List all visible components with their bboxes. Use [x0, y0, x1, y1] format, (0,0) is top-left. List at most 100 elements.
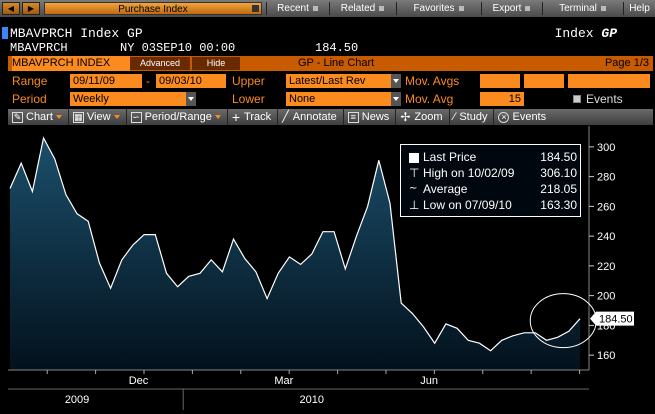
menu-recent[interactable]: Recent — [266, 2, 328, 15]
annotate-button[interactable]: ╱ Annotate — [278, 109, 344, 125]
events-button[interactable]: × Events — [494, 109, 552, 125]
y-tick-label: 260 — [597, 201, 615, 213]
chart-menu-label: Chart — [26, 111, 53, 123]
legend-average-value: 218.05 — [540, 182, 577, 196]
view-menu-button[interactable]: ▦ View — [69, 109, 127, 125]
period-select[interactable]: Weekly — [70, 92, 196, 106]
square-icon — [409, 153, 419, 163]
mov-avg-2-input[interactable] — [524, 74, 564, 88]
legend-average-label: Average — [423, 182, 468, 196]
study-icon: ∕ — [453, 111, 456, 123]
back-arrow-icon[interactable]: ◀ — [2, 2, 20, 15]
zoom-button[interactable]: ✢ Zoom — [396, 109, 450, 125]
x-year-label: 2009 — [65, 394, 89, 406]
last-update-datetime: NY 03SEP10 00:00 — [120, 41, 236, 55]
chevron-down-icon — [312, 5, 318, 11]
mov-avgs-label: Mov. Avgs — [405, 74, 460, 88]
y-tick-label: 200 — [597, 291, 615, 303]
legend-average: ∼ Average 218.05 — [409, 182, 577, 198]
y-tick-label: 240 — [597, 231, 615, 243]
legend-low: ⊥ Low on 07/09/10 163.30 — [409, 198, 577, 214]
events-checkbox[interactable] — [573, 95, 581, 103]
period-label: Period — [12, 92, 47, 106]
y-tick-label: 220 — [597, 261, 615, 273]
menu-favorites[interactable]: Favorites — [396, 2, 480, 15]
chevron-down-icon — [391, 74, 401, 88]
function-code: GP — [601, 26, 617, 41]
x-tick-label: Jun — [420, 375, 438, 387]
index-label: Index — [554, 26, 594, 41]
view-menu-label: View — [86, 111, 111, 123]
security-name: MBAVPRCH INDEX — [12, 56, 130, 71]
study-button[interactable]: ∕ Study — [450, 109, 495, 125]
page-indicator: Page 1/3 — [604, 57, 649, 69]
security-info-row: MBAVPRCH NY 03SEP10 00:00 184.50 — [10, 41, 358, 55]
line-chart[interactable]: 160 180 200 220 240 260 280 300 Dec Mar Jun 2009 201… — [8, 126, 655, 414]
x-tick-label: Dec — [129, 375, 149, 387]
news-icon: ≡ — [347, 111, 359, 123]
lower-select-value: None — [289, 93, 316, 105]
menu-recent-label: Recent — [277, 3, 309, 14]
upper-select-value: Latest/Last Rev — [289, 75, 366, 87]
events-label: Events — [586, 92, 623, 106]
hide-button[interactable]: Hide — [192, 57, 240, 70]
zoom-icon: ✢ — [400, 110, 411, 124]
legend-last-price: Last Price 184.50 — [409, 150, 577, 166]
last-price: 184.50 — [315, 41, 359, 55]
period-select-value: Weekly — [73, 93, 109, 105]
legend-high-value: 306.10 — [540, 166, 577, 180]
news-label: News — [361, 111, 390, 123]
events-button-label: Events — [512, 111, 547, 123]
chevron-down-icon — [525, 5, 531, 11]
upper-label: Upper — [232, 74, 265, 88]
mov-avg-input[interactable]: 15 — [480, 92, 524, 106]
chart-toolbar: ✎ Chart ▦ View ∽ Period/Range + Track ╱ Annot… — [8, 109, 653, 125]
news-button[interactable]: ≡ News — [344, 109, 397, 125]
legend-low-value: 163.30 — [540, 198, 577, 212]
menu-related[interactable]: Related — [329, 2, 395, 15]
legend-low-label: Low on 07/09/10 — [423, 198, 512, 212]
forward-arrow-icon[interactable]: ▶ — [22, 2, 40, 15]
menu-related-label: Related — [340, 3, 376, 14]
period-range-menu-button[interactable]: ∽ Period/Range — [127, 109, 228, 125]
chevron-down-icon — [379, 5, 385, 11]
advanced-button[interactable]: Advanced — [130, 57, 190, 70]
range-label: Range — [12, 74, 48, 88]
mov-avg-3-input[interactable] — [568, 74, 650, 88]
security-title-dropdown[interactable]: Purchase Index — [44, 2, 262, 15]
x-tick-label: Mar — [274, 375, 293, 387]
menu-export[interactable]: Export — [481, 2, 541, 15]
legend-last-price-label: Last Price — [423, 150, 477, 164]
dropdown-icon — [252, 5, 259, 12]
range-start-input[interactable]: 09/11/09 — [70, 74, 142, 88]
menu-terminal-label: Terminal — [559, 3, 597, 14]
menu-help-label: Help — [629, 3, 650, 14]
ticker-command[interactable]: MBAVPRCH Index GP — [10, 26, 143, 41]
chart-title: GP - Line Chart — [298, 57, 375, 69]
menu-help[interactable]: Help — [623, 2, 655, 15]
mov-avg-label: Mov. Avg — [405, 92, 454, 106]
crosshair-icon: + — [231, 109, 241, 125]
mov-avg-1-input[interactable] — [480, 74, 520, 88]
line-icon: ╱ — [282, 111, 289, 123]
menu-favorites-label: Favorites — [413, 3, 455, 14]
chevron-down-icon — [55, 115, 62, 119]
last-price-tag-label: 184.50 — [599, 314, 633, 326]
chart-menu-button[interactable]: ✎ Chart — [8, 109, 69, 125]
range-end-input[interactable]: 09/03/10 — [156, 74, 226, 88]
y-tick-label: 160 — [597, 350, 615, 362]
menu-terminal[interactable]: Terminal — [542, 2, 622, 15]
low-marker-icon: ⊥ — [409, 198, 420, 212]
track-button[interactable]: + Track — [228, 109, 279, 125]
chevron-down-icon — [186, 92, 196, 106]
legend-high: ⊤ High on 10/02/09 306.10 — [409, 166, 577, 182]
y-tick-label: 300 — [597, 142, 615, 154]
period-range-label: Period/Range — [144, 111, 212, 123]
upper-select[interactable]: Latest/Last Rev — [286, 74, 401, 88]
chevron-down-icon — [600, 5, 606, 11]
grid-icon: ▦ — [72, 111, 84, 123]
pencil-icon: ✎ — [12, 111, 23, 123]
lower-select[interactable]: None — [286, 92, 401, 106]
security-title-label: Purchase Index — [118, 4, 188, 15]
